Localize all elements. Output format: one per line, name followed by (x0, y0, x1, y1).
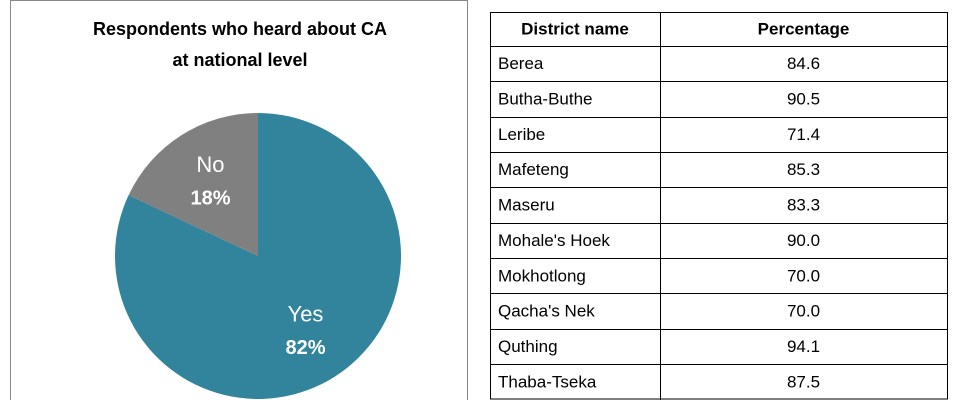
percentage: 70.0 (787, 302, 820, 321)
district-name: Qacha's Nek (498, 302, 595, 321)
slice-value: 82% (285, 337, 325, 359)
percentage: 90.0 (787, 231, 820, 250)
chart-title: Respondents who heard about CA at nationa… (93, 19, 387, 70)
slice-label: Yes (288, 302, 324, 327)
percentage: 87.5 (787, 372, 820, 391)
table: District name Percentage Berea 84.6 Butha-Bu… (490, 12, 948, 400)
percentage: 71.4 (787, 125, 820, 144)
district-name: Thaba-Tseka (498, 372, 597, 391)
district-name: Leribe (498, 125, 545, 144)
district-name: Berea (498, 54, 544, 73)
table-frame (490, 12, 948, 400)
district-name: Mohale's Hoek (498, 231, 610, 250)
column-header: District name (521, 19, 629, 38)
percentage: 84.6 (787, 54, 820, 73)
percentage: 70.0 (787, 266, 820, 285)
percentage: 85.3 (787, 160, 820, 179)
percentage: 90.5 (787, 90, 820, 109)
percentage: 94.1 (787, 337, 820, 356)
column-header: Percentage (758, 19, 850, 38)
district-name: Butha-Buthe (498, 90, 593, 109)
district-name: Maseru (498, 196, 555, 215)
district-name: Mafeteng (498, 160, 569, 179)
chart-frame (10, 0, 468, 400)
percentage: 83.3 (787, 196, 820, 215)
district-name: Mokhotlong (498, 266, 586, 285)
district-name: Quthing (498, 337, 558, 356)
pie-slice (128, 113, 258, 256)
slice-label: No (196, 152, 224, 177)
slice-value: 18% (190, 187, 230, 209)
